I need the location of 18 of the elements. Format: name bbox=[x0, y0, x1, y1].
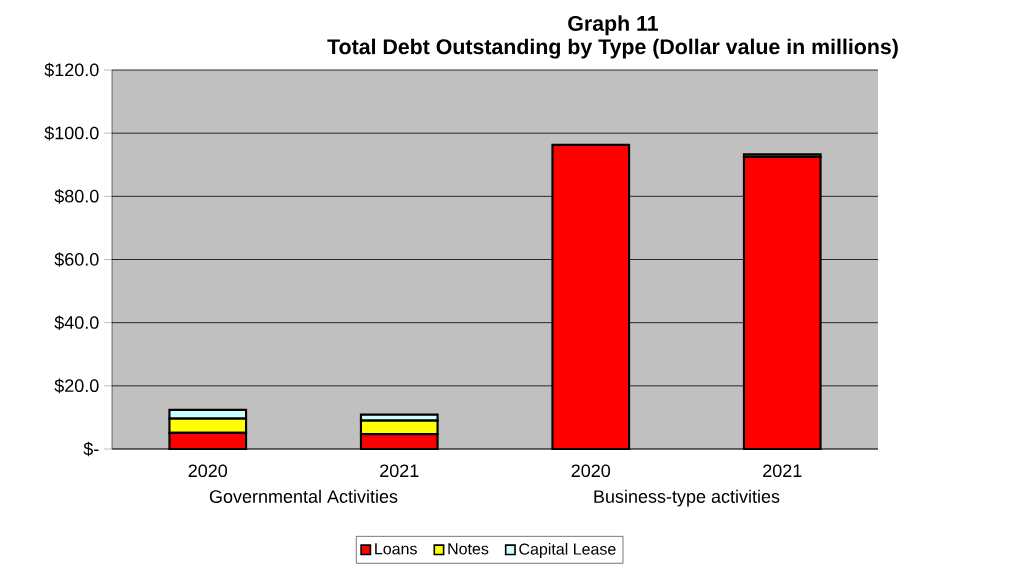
x-tick-label: 2021 bbox=[763, 464, 802, 478]
y-tick-label: $60.0 bbox=[54, 252, 99, 267]
text: Business-type activities bbox=[594, 489, 780, 507]
y-tick-label: $120.0 bbox=[44, 62, 99, 78]
x-tick-label: 2020 bbox=[188, 464, 228, 478]
legend-label: Loans bbox=[375, 543, 417, 555]
text: Governmental Activities bbox=[209, 489, 398, 503]
y-tick-label: $40.0 bbox=[54, 315, 99, 330]
x-tick-label: 2020 bbox=[571, 464, 611, 478]
legend-label: Capital Lease bbox=[519, 543, 616, 558]
y-tick-label: $80.0 bbox=[54, 189, 99, 204]
legend-label: Notes bbox=[448, 543, 489, 555]
chart-subtitle: Total Debt Outstanding by Type (Dollar value in millions) bbox=[327, 38, 898, 59]
y-tick-label: $20.0 bbox=[54, 378, 99, 394]
y-tick-label: $100.0 bbox=[44, 125, 99, 141]
x-tick-label: 2021 bbox=[380, 464, 419, 478]
chart-title: Graph 11 bbox=[568, 15, 659, 36]
y-tick-label: $- bbox=[83, 441, 99, 457]
